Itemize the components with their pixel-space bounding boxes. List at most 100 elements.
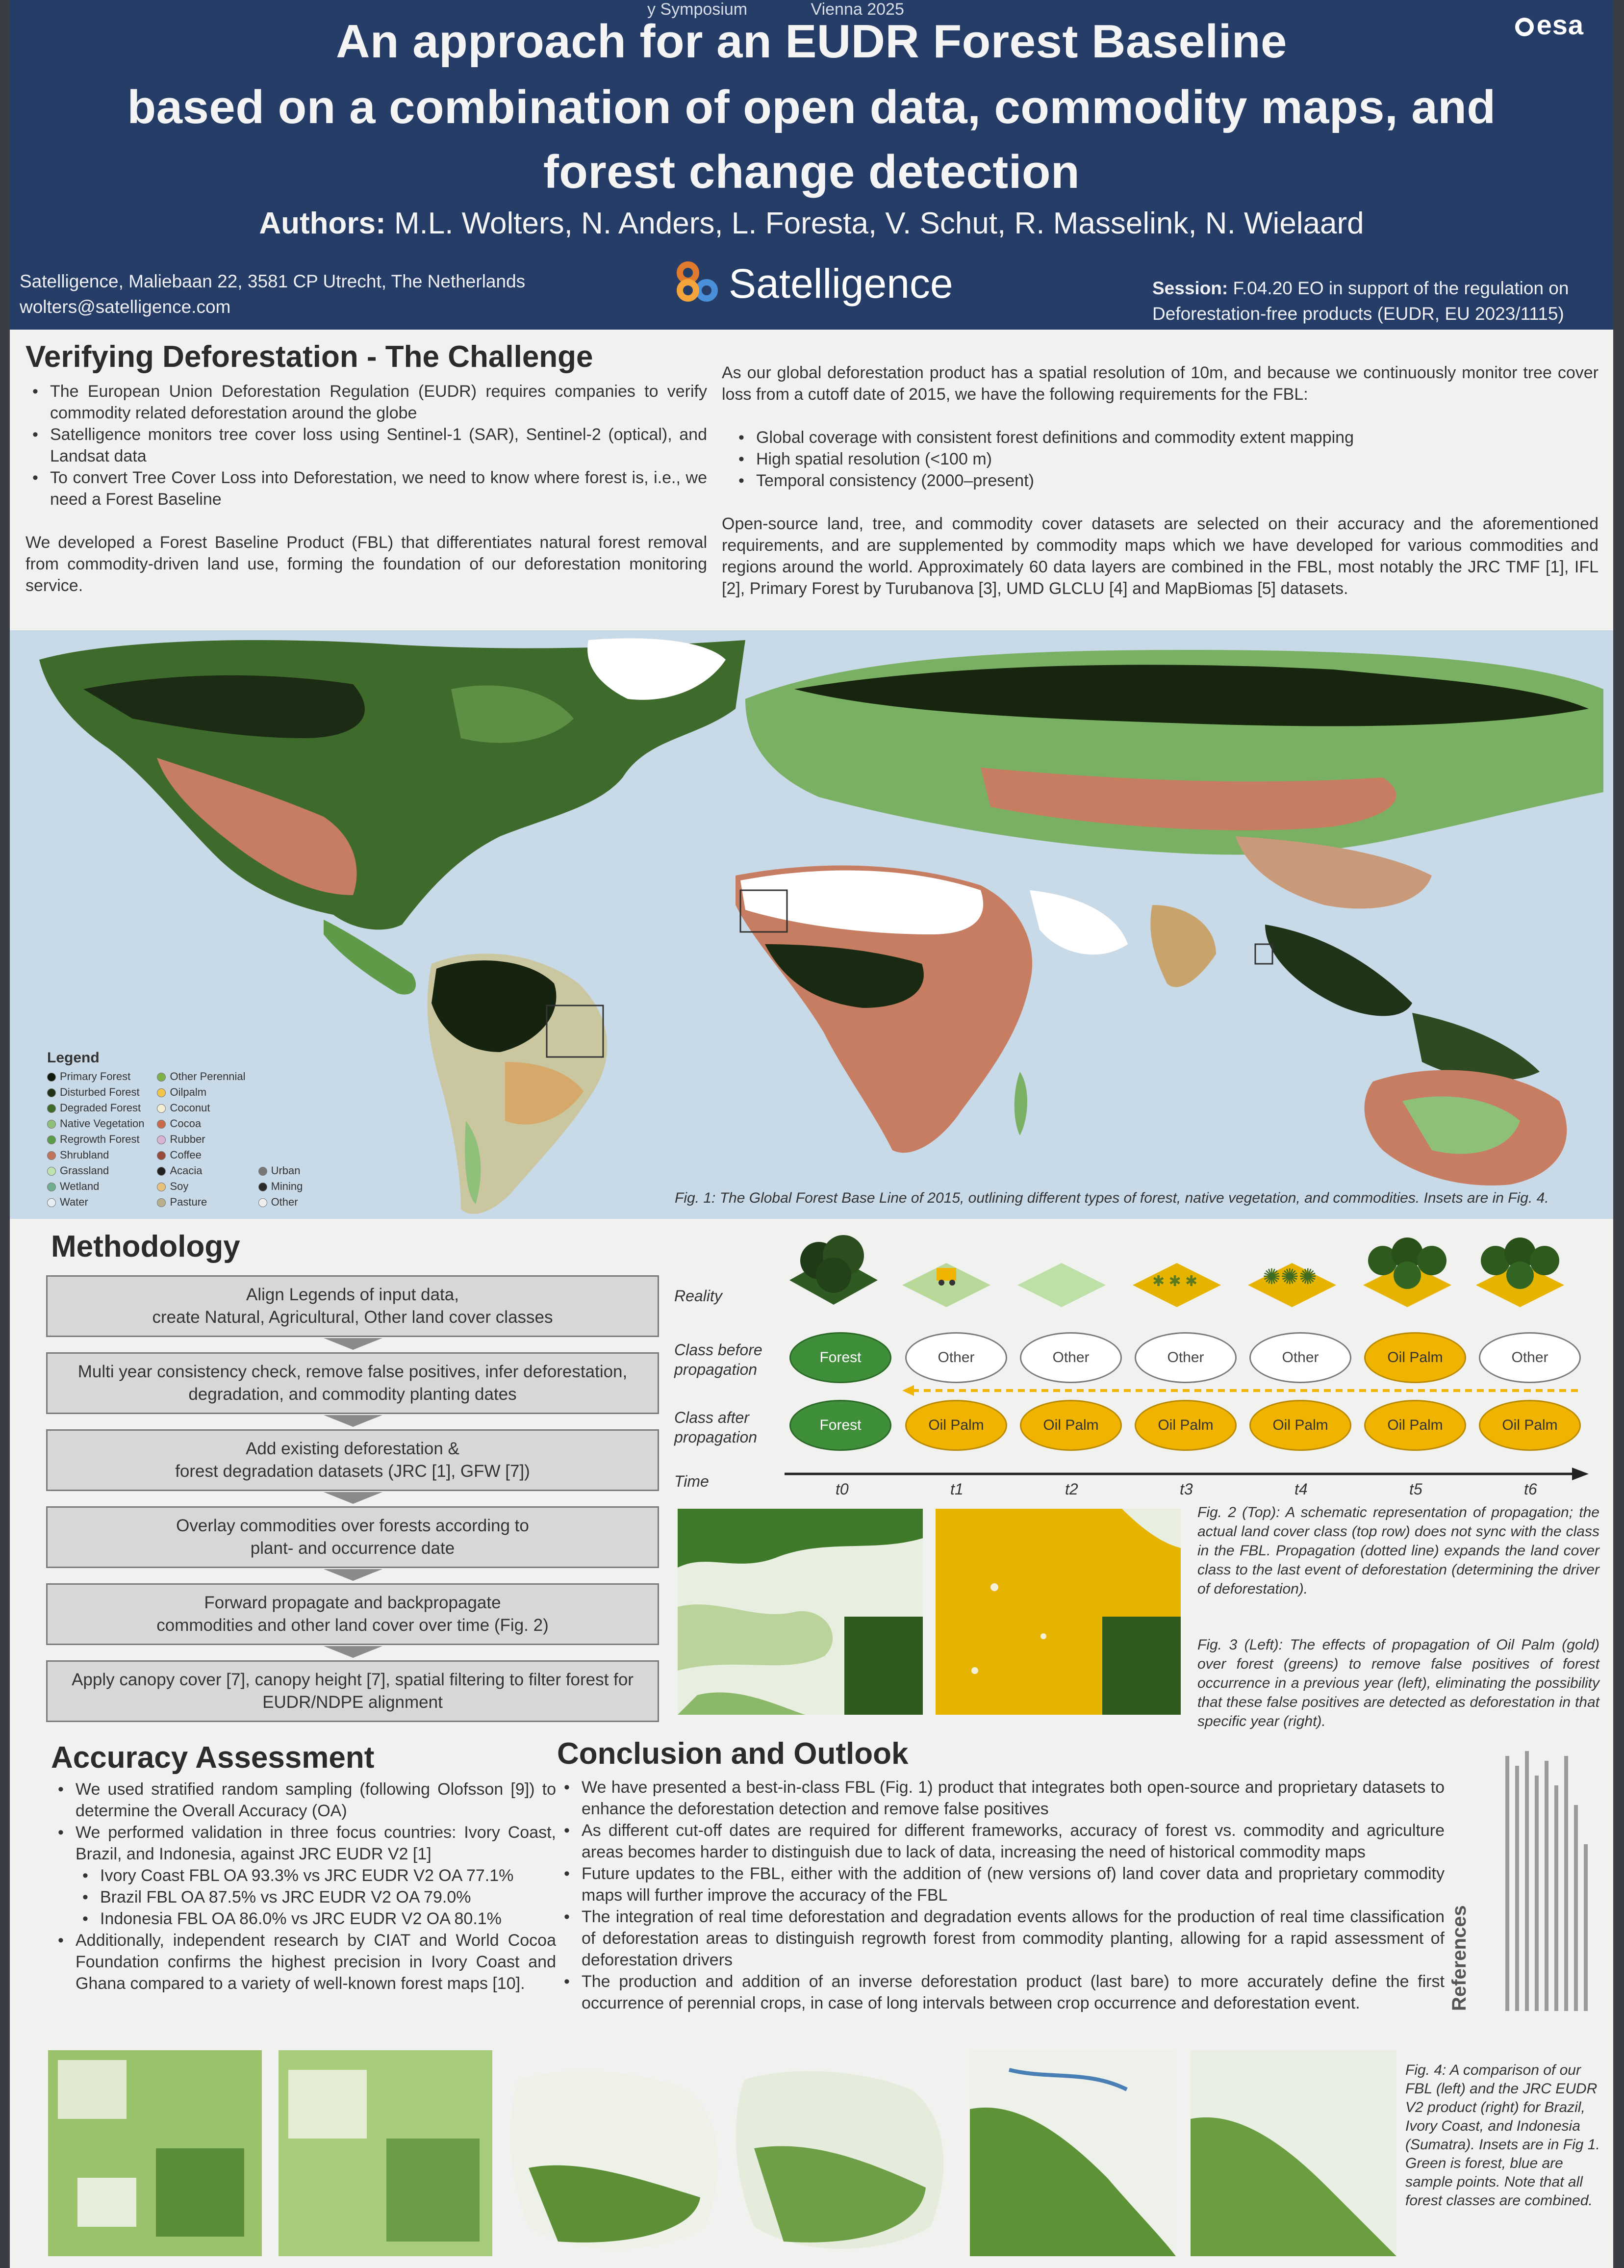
email-link[interactable]: wolters@satelligence.com <box>20 297 231 317</box>
legend-label: Cocoa <box>170 1117 202 1130</box>
legend-item: Regrowth Forest <box>47 1133 144 1149</box>
legend-item: Urban <box>258 1164 303 1180</box>
time-t5: t5 <box>1409 1480 1422 1498</box>
fig3-before-image <box>678 1509 923 1715</box>
arrow-down-icon <box>324 1338 382 1350</box>
requirements-bullet: Global coverage with consistent forest d… <box>732 427 1599 448</box>
time-t6: t6 <box>1524 1480 1537 1498</box>
legend-swatch-icon <box>157 1120 166 1129</box>
fig4-ivorycoast-jrc <box>736 2071 944 2249</box>
class-after-t5: Oil Palm <box>1364 1400 1466 1451</box>
legend-swatch-icon <box>258 1183 267 1191</box>
legend-item: Disturbed Forest <box>47 1086 144 1102</box>
world-forest-map <box>10 630 1613 1219</box>
venue-text: Vienna 2025 <box>811 0 904 19</box>
authors-names: M.L. Wolters, N. Anders, L. Foresta, V. … <box>394 206 1364 240</box>
legend-column-3: Urban Mining Other <box>258 1070 303 1211</box>
legend-swatch-icon <box>157 1104 166 1113</box>
method-step-1: Align Legends of input data, create Natu… <box>46 1275 659 1337</box>
legend-swatch-icon <box>157 1167 166 1176</box>
accuracy-list: We used stratified random sampling (foll… <box>51 1778 556 1994</box>
class-after-t4: Oil Palm <box>1249 1400 1351 1451</box>
legend-item: Shrubland <box>47 1149 144 1164</box>
conclusion-text: We have presented a best-in-class FBL (F… <box>557 1777 1445 2014</box>
esa-logo-text: esa <box>1536 9 1584 40</box>
class-after-t2: Oil Palm <box>1020 1400 1122 1451</box>
conclusion-bullet: Future updates to the FBL, either with t… <box>557 1863 1445 1906</box>
forest-tile-icon <box>789 1235 878 1305</box>
symposium-strip: y Symposium Vienna 2025 <box>647 0 963 19</box>
conclusion-bullets: We have presented a best-in-class FBL (F… <box>557 1777 1445 2014</box>
mature-palm-tile-icon <box>1363 1237 1451 1307</box>
legend-item: Soy <box>157 1180 245 1196</box>
row-label-after: Class after propagation <box>674 1409 758 1446</box>
title-line-3: forest change detection <box>543 146 1080 198</box>
legend-item: Acacia <box>157 1164 245 1180</box>
legend-swatch-icon <box>47 1073 56 1082</box>
class-before-t2: Other <box>1020 1332 1122 1383</box>
requirements-bullets: Global coverage with consistent forest d… <box>732 427 1599 491</box>
symposium-text: y Symposium <box>647 0 748 19</box>
conclusion-bullet: The production and addition of an invers… <box>557 1971 1445 2014</box>
fig3-caption: Fig. 3 (Left): The effects of propagatio… <box>1197 1637 1599 1729</box>
fig2-caption: Fig. 2 (Top): A schematic representation… <box>1197 1504 1599 1597</box>
legend-swatch-icon <box>157 1198 166 1207</box>
time-axis <box>785 1468 1589 1480</box>
legend-item: Pasture <box>157 1196 245 1211</box>
class-before-t6: Other <box>1479 1332 1581 1383</box>
legend-item: Grassland <box>47 1164 144 1180</box>
class-before-t3: Other <box>1135 1332 1237 1383</box>
legend-swatch-icon <box>47 1135 56 1144</box>
methodology-title: Methodology <box>51 1230 240 1263</box>
requirements-intro: As our global deforestation product has … <box>722 363 1599 404</box>
conclusion-bullet: As different cut-off dates are required … <box>557 1820 1445 1863</box>
poster: y Symposium Vienna 2025 esa An approach … <box>10 0 1613 2268</box>
esa-ring-icon <box>1515 18 1534 36</box>
legend-label: Other Perennial <box>170 1070 246 1082</box>
accuracy-bullet: We used stratified random sampling (foll… <box>51 1778 556 1822</box>
legend-label: Primary Forest <box>60 1070 131 1082</box>
conclusion-bullet: We have presented a best-in-class FBL (F… <box>557 1777 1445 1820</box>
class-before-t5: Oil Palm <box>1364 1332 1466 1383</box>
legend-swatch-icon <box>157 1183 166 1191</box>
method-step-3: Add existing deforestation & forest degr… <box>46 1429 659 1491</box>
authors: Authors: M.L. Wolters, N. Anders, L. For… <box>10 206 1613 241</box>
legend-swatch-icon <box>157 1151 166 1160</box>
class-before-t0: Forest <box>789 1332 891 1383</box>
class-before-t4: Other <box>1249 1332 1351 1383</box>
legend-item: Native Vegetation <box>47 1117 144 1133</box>
legend-item: Coffee <box>157 1149 245 1164</box>
legend-label: Urban <box>271 1164 301 1177</box>
class-after-t6: Oil Palm <box>1479 1400 1581 1451</box>
poster-header: y Symposium Vienna 2025 esa An approach … <box>10 0 1613 330</box>
legend-label: Pasture <box>170 1196 207 1208</box>
fig4-comparison-images <box>48 2050 1396 2256</box>
accuracy-result: Ivory Coast FBL OA 93.3% vs JRC EUDR V2 … <box>51 1865 556 1886</box>
fig4-brazil-fbl <box>48 2050 262 2256</box>
legend-label: Water <box>60 1196 88 1208</box>
legend-swatch-icon <box>47 1183 56 1191</box>
fig4-ivorycoast-fbl <box>510 2071 718 2249</box>
legend-swatch-icon <box>47 1198 56 1207</box>
legend-label: Shrubland <box>60 1149 109 1161</box>
fig3-after-image <box>936 1509 1181 1715</box>
reality-illustrations: ✱ ✱ ✱ ✺✺✺ <box>789 1235 1564 1307</box>
method-step-6: Apply canopy cover [7], canopy height [7… <box>46 1660 659 1722</box>
time-t0: t0 <box>836 1480 849 1498</box>
logo-text: Satelligence <box>729 260 953 307</box>
time-t4: t4 <box>1294 1480 1308 1498</box>
requirements-paragraph: Open-source land, tree, and commodity co… <box>722 515 1599 598</box>
legend-item: Primary Forest <box>47 1070 144 1086</box>
arrow-down-icon <box>324 1415 382 1427</box>
legend-column-1: Primary Forest Disturbed Forest Degraded F… <box>47 1070 144 1211</box>
class-after-t0: Forest <box>789 1400 891 1451</box>
accuracy-bullet: Additionally, independent research by CI… <box>51 1930 556 1994</box>
arrow-down-icon <box>324 1569 382 1581</box>
bare-tile-icon <box>1017 1263 1106 1307</box>
clearing-tile-icon <box>902 1263 990 1307</box>
svg-text:✱ ✱ ✱: ✱ ✱ ✱ <box>1152 1273 1197 1289</box>
accuracy-bullet: We performed validation in three focus c… <box>51 1822 556 1865</box>
accuracy-title: Accuracy Assessment <box>51 1741 375 1775</box>
row-label-reality: Reality <box>674 1287 722 1305</box>
young-palm-tile-icon: ✱ ✱ ✱ <box>1133 1263 1221 1307</box>
